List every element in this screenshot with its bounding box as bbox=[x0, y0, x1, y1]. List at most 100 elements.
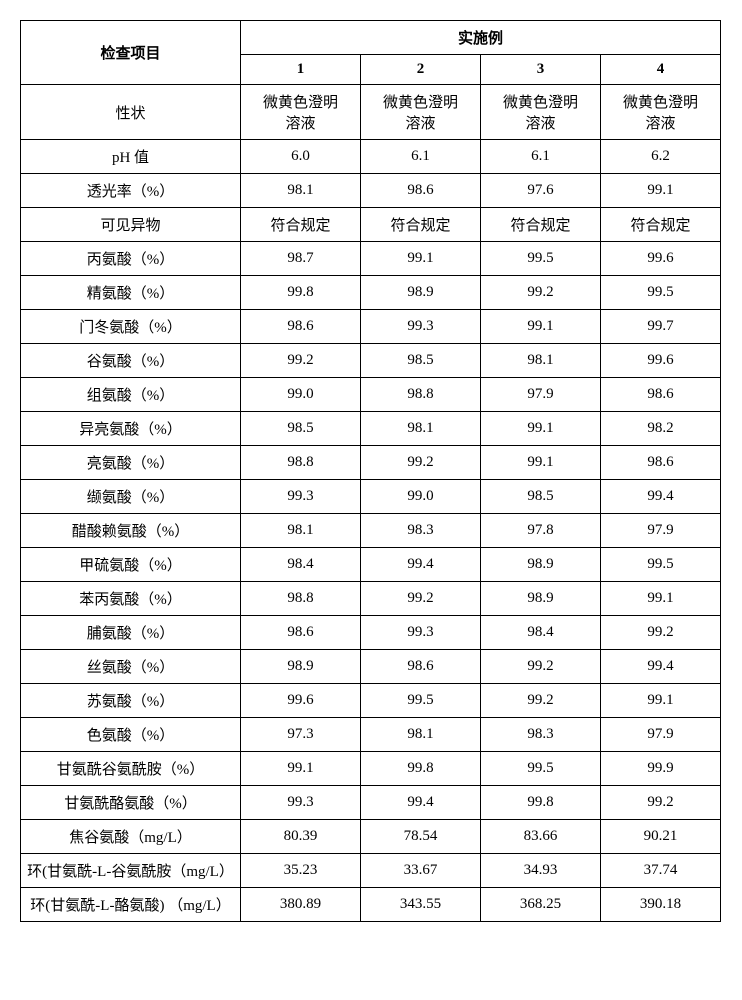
table-row: 可见异物符合规定符合规定符合规定符合规定 bbox=[21, 208, 721, 242]
cell: 99.5 bbox=[481, 242, 601, 276]
cell: 98.6 bbox=[361, 174, 481, 208]
row-label: 组氨酸（%） bbox=[21, 378, 241, 412]
cell: 99.1 bbox=[361, 242, 481, 276]
cell: 98.6 bbox=[601, 446, 721, 480]
row-label: 苯丙氨酸（%） bbox=[21, 582, 241, 616]
table-row: 醋酸赖氨酸（%）98.198.397.897.9 bbox=[21, 514, 721, 548]
cell: 97.9 bbox=[481, 378, 601, 412]
row-label: 缬氨酸（%） bbox=[21, 480, 241, 514]
cell: 98.3 bbox=[361, 514, 481, 548]
cell: 微黄色澄明溶液 bbox=[601, 85, 721, 140]
cell: 98.5 bbox=[481, 480, 601, 514]
header-check-item: 检查项目 bbox=[21, 21, 241, 85]
cell: 99.2 bbox=[241, 344, 361, 378]
cell: 99.7 bbox=[601, 310, 721, 344]
cell: 97.6 bbox=[481, 174, 601, 208]
row-label: 精氨酸（%） bbox=[21, 276, 241, 310]
cell: 99.5 bbox=[481, 752, 601, 786]
cell: 99.6 bbox=[601, 344, 721, 378]
cell: 99.5 bbox=[601, 276, 721, 310]
table-row: 精氨酸（%）99.898.999.299.5 bbox=[21, 276, 721, 310]
table-row: 苏氨酸（%）99.699.599.299.1 bbox=[21, 684, 721, 718]
cell: 97.9 bbox=[601, 514, 721, 548]
table-row: 色氨酸（%）97.398.198.397.9 bbox=[21, 718, 721, 752]
cell: 符合规定 bbox=[361, 208, 481, 242]
table-row: 性状微黄色澄明溶液微黄色澄明溶液微黄色澄明溶液微黄色澄明溶液 bbox=[21, 85, 721, 140]
cell: 98.6 bbox=[241, 310, 361, 344]
header-col-3: 3 bbox=[481, 55, 601, 85]
cell: 98.6 bbox=[241, 616, 361, 650]
table-row: 焦谷氨酸（mg/L）80.3978.5483.6690.21 bbox=[21, 820, 721, 854]
cell: 99.3 bbox=[241, 786, 361, 820]
row-label: 甲硫氨酸（%） bbox=[21, 548, 241, 582]
cell: 99.1 bbox=[601, 684, 721, 718]
cell: 99.3 bbox=[361, 310, 481, 344]
cell: 99.3 bbox=[241, 480, 361, 514]
cell: 97.9 bbox=[601, 718, 721, 752]
cell: 6.1 bbox=[481, 140, 601, 174]
cell: 6.0 bbox=[241, 140, 361, 174]
cell: 98.1 bbox=[481, 344, 601, 378]
cell: 98.1 bbox=[361, 718, 481, 752]
cell: 99.2 bbox=[361, 446, 481, 480]
cell: 98.6 bbox=[601, 378, 721, 412]
cell: 35.23 bbox=[241, 854, 361, 888]
cell: 符合规定 bbox=[601, 208, 721, 242]
cell: 98.3 bbox=[481, 718, 601, 752]
row-label: 脯氨酸（%） bbox=[21, 616, 241, 650]
cell: 368.25 bbox=[481, 888, 601, 922]
table-row: 甲硫氨酸（%）98.499.498.999.5 bbox=[21, 548, 721, 582]
cell: 98.5 bbox=[241, 412, 361, 446]
cell: 98.8 bbox=[241, 582, 361, 616]
row-label: 透光率（%） bbox=[21, 174, 241, 208]
row-label: 甘氨酰酪氨酸（%） bbox=[21, 786, 241, 820]
table-row: 环(甘氨酰-L-酪氨酸) （mg/L）380.89343.55368.25390… bbox=[21, 888, 721, 922]
cell: 99.1 bbox=[481, 412, 601, 446]
header-row-1: 检查项目 实施例 bbox=[21, 21, 721, 55]
table-row: 组氨酸（%）99.098.897.998.6 bbox=[21, 378, 721, 412]
table-row: 脯氨酸（%）98.699.398.499.2 bbox=[21, 616, 721, 650]
cell: 98.1 bbox=[241, 514, 361, 548]
row-label: 性状 bbox=[21, 85, 241, 140]
row-label: 异亮氨酸（%） bbox=[21, 412, 241, 446]
cell: 99.5 bbox=[361, 684, 481, 718]
cell: 98.8 bbox=[361, 378, 481, 412]
cell: 99.5 bbox=[601, 548, 721, 582]
table-row: 苯丙氨酸（%）98.899.298.999.1 bbox=[21, 582, 721, 616]
row-label: 可见异物 bbox=[21, 208, 241, 242]
cell: 99.2 bbox=[361, 582, 481, 616]
data-table: 检查项目 实施例 1 2 3 4 性状微黄色澄明溶液微黄色澄明溶液微黄色澄明溶液… bbox=[20, 20, 721, 922]
table-row: 甘氨酰谷氨酰胺（%）99.199.899.599.9 bbox=[21, 752, 721, 786]
table-row: pH 值6.06.16.16.2 bbox=[21, 140, 721, 174]
cell: 99.4 bbox=[601, 650, 721, 684]
cell: 99.2 bbox=[481, 276, 601, 310]
cell: 78.54 bbox=[361, 820, 481, 854]
cell: 98.2 bbox=[601, 412, 721, 446]
cell: 微黄色澄明溶液 bbox=[481, 85, 601, 140]
cell: 97.3 bbox=[241, 718, 361, 752]
cell: 99.1 bbox=[481, 446, 601, 480]
cell: 99.9 bbox=[601, 752, 721, 786]
row-label: 门冬氨酸（%） bbox=[21, 310, 241, 344]
cell: 99.8 bbox=[481, 786, 601, 820]
cell: 98.1 bbox=[241, 174, 361, 208]
cell: 98.8 bbox=[241, 446, 361, 480]
cell: 83.66 bbox=[481, 820, 601, 854]
header-col-1: 1 bbox=[241, 55, 361, 85]
cell: 99.0 bbox=[361, 480, 481, 514]
table-row: 丙氨酸（%）98.799.199.599.6 bbox=[21, 242, 721, 276]
cell: 符合规定 bbox=[241, 208, 361, 242]
cell: 微黄色澄明溶液 bbox=[241, 85, 361, 140]
table-row: 透光率（%）98.198.697.699.1 bbox=[21, 174, 721, 208]
cell: 98.5 bbox=[361, 344, 481, 378]
cell: 98.6 bbox=[361, 650, 481, 684]
cell: 34.93 bbox=[481, 854, 601, 888]
table-row: 异亮氨酸（%）98.598.199.198.2 bbox=[21, 412, 721, 446]
row-label: 苏氨酸（%） bbox=[21, 684, 241, 718]
cell: 99.2 bbox=[601, 786, 721, 820]
cell: 99.4 bbox=[361, 786, 481, 820]
cell: 90.21 bbox=[601, 820, 721, 854]
cell: 98.9 bbox=[361, 276, 481, 310]
cell: 33.67 bbox=[361, 854, 481, 888]
cell: 99.1 bbox=[601, 582, 721, 616]
